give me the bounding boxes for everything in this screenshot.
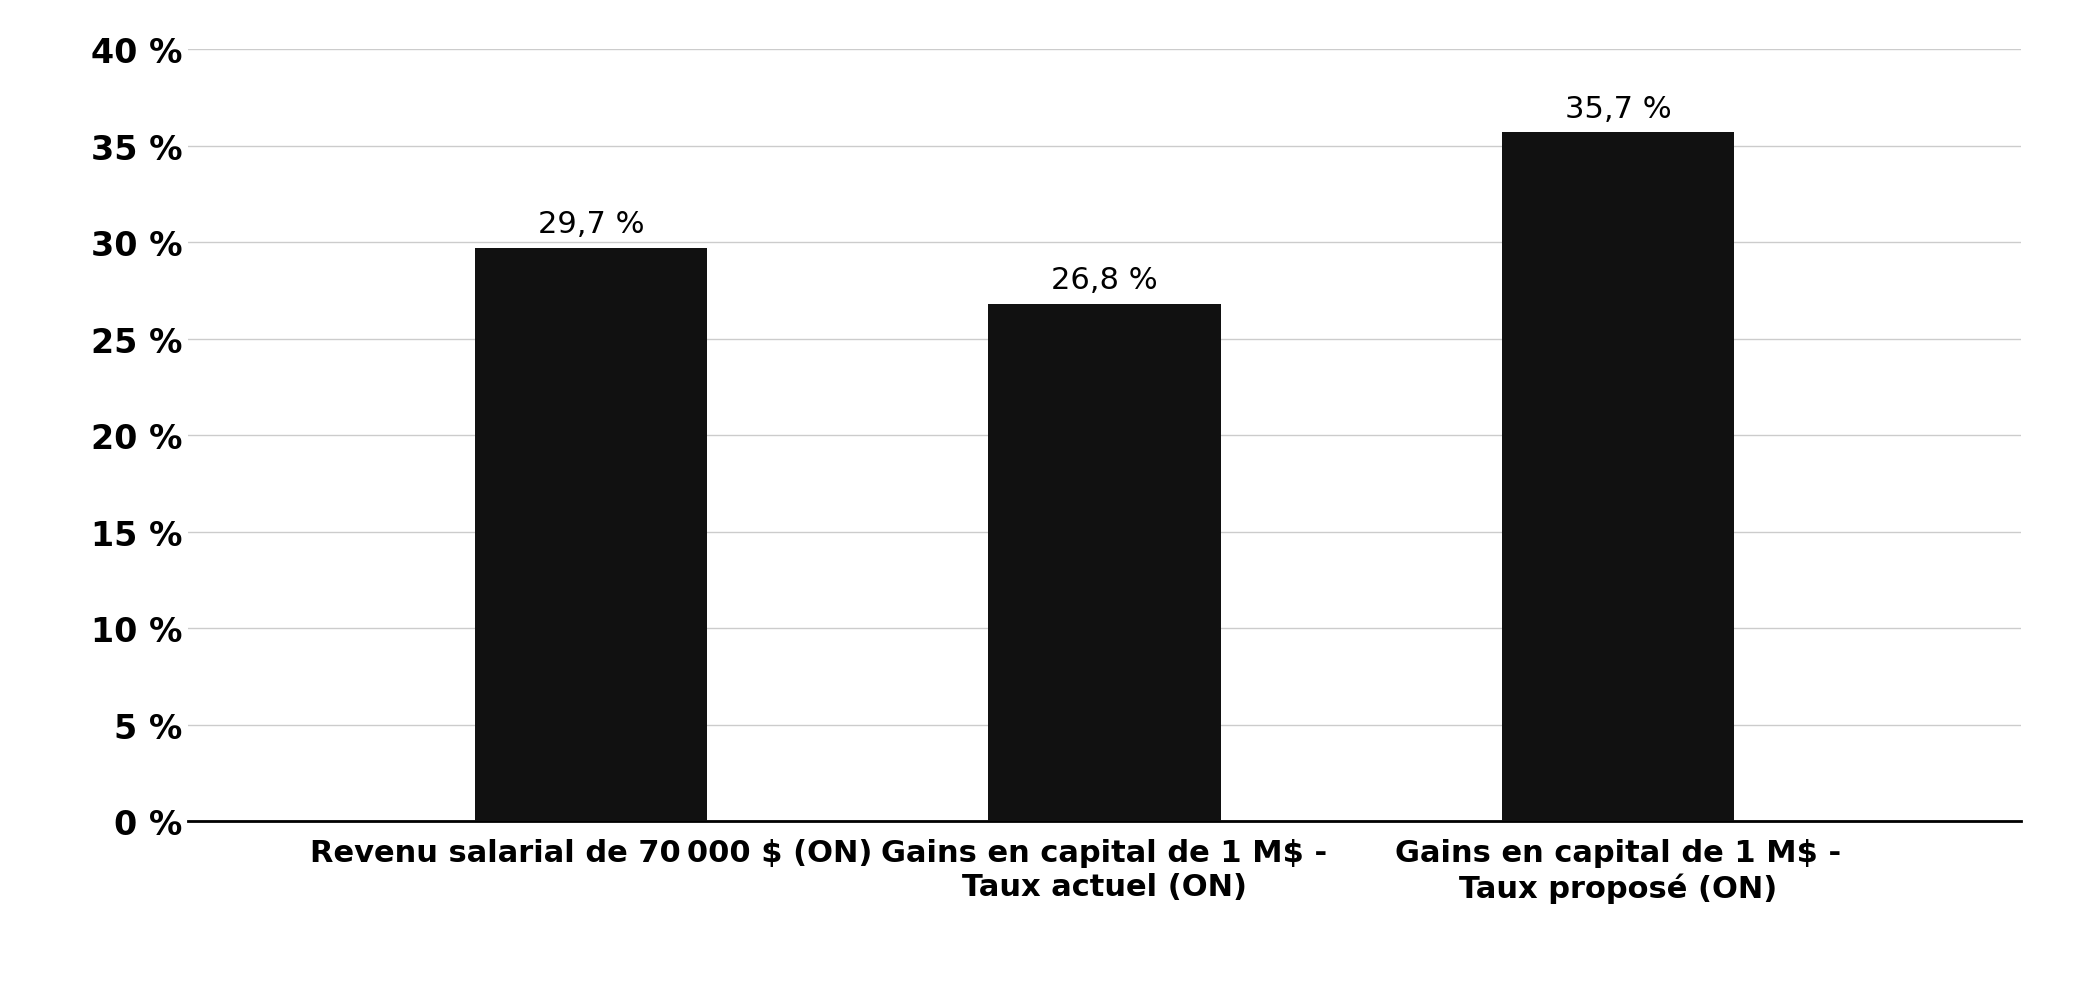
Text: 29,7 %: 29,7 %: [538, 210, 644, 239]
Bar: [475, 248, 706, 822]
Text: 35,7 %: 35,7 %: [1565, 94, 1671, 123]
Text: 26,8 %: 26,8 %: [1050, 267, 1159, 295]
Bar: [988, 305, 1221, 822]
Bar: [1503, 133, 1734, 822]
